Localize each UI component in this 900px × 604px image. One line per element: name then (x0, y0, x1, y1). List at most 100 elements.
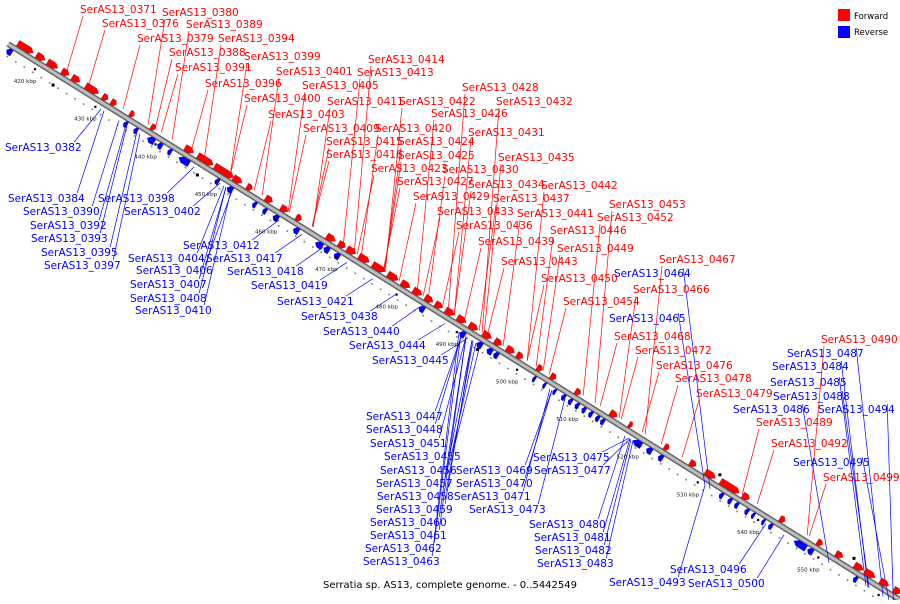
minor-tick (753, 521, 755, 523)
minor-tick (49, 82, 51, 84)
minor-tick (236, 199, 238, 201)
forward-gene-label: SerAS13_0437 (493, 193, 570, 205)
forward-gene-label: SerAS13_0479 (696, 388, 773, 400)
reverse-gene-label: SerAS13_0494 (818, 404, 895, 416)
minor-tick (490, 357, 492, 359)
reverse-gene-label: SerAS13_0445 (372, 355, 449, 367)
reverse-gene-arrow (158, 143, 164, 150)
minor-tick (74, 98, 76, 100)
kbp-tick-label: 500 kbp (496, 380, 519, 386)
forward-connector-line (600, 343, 617, 406)
forward-gene-label: SerAS13_0442 (541, 180, 618, 192)
forward-gene-label: SerAS13_0376 (102, 18, 179, 30)
reverse-gene-arrow (167, 149, 173, 156)
minor-tick (337, 262, 339, 264)
reverse-gene-label: SerAS13_0397 (44, 260, 121, 272)
reverse-gene-arrow (552, 389, 557, 395)
kbp-tick-mark (757, 519, 759, 521)
minor-tick (592, 421, 594, 423)
forward-gene-arrow (574, 388, 581, 395)
forward-gene-label: SerAS13_0414 (368, 54, 445, 66)
kbp-tick-mark (576, 406, 578, 408)
reverse-gene-label: SerAS13_0484 (772, 361, 849, 373)
reverse-gene-label: SerAS13_0461 (370, 530, 447, 542)
reverse-gene-arrow (719, 493, 725, 500)
forward-gene-label: SerAS13_0389 (186, 19, 263, 31)
forward-connector-line (527, 285, 544, 361)
forward-connector-line (191, 90, 208, 151)
minor-tick (176, 162, 178, 164)
minor-tick (524, 378, 526, 380)
minor-tick (142, 140, 144, 142)
minor-tick (405, 304, 407, 306)
minor-tick (261, 214, 263, 216)
forward-gene-label: SerAS13_0401 (276, 66, 353, 78)
minor-tick (567, 405, 569, 407)
forward-gene-label: SerAS13_0435 (498, 152, 575, 164)
reverse-gene-arrow (853, 576, 859, 583)
kbp-tick-label: 420 kbp (14, 79, 37, 85)
reverse-gene-label: SerAS13_0495 (793, 457, 870, 469)
kbp-tick-mark (94, 106, 96, 108)
minor-tick (804, 553, 806, 555)
forward-gene-label: SerAS13_0416 (326, 149, 403, 161)
minor-tick (57, 87, 59, 89)
minor-tick (287, 230, 289, 232)
reverse-gene-label: SerAS13_0475 (533, 452, 610, 464)
minor-tick (694, 484, 696, 486)
forward-gene-label: SerAS13_0450 (541, 273, 618, 285)
forward-connector-line (423, 218, 440, 296)
reverse-gene-label: SerAS13_0500 (688, 578, 765, 590)
reverse-gene-label: SerAS13_0406 (136, 265, 213, 277)
forward-gene-label: SerAS13_0431 (468, 127, 545, 139)
reverse-gene-label: SerAS13_0404 (128, 253, 205, 265)
minor-tick (329, 257, 331, 259)
forward-gene-label: SerAS13_0436 (456, 220, 533, 232)
forward-gene-label: SerAS13_0430 (442, 164, 519, 176)
reverse-gene-label: SerAS13_0440 (323, 326, 400, 338)
minor-tick (609, 431, 611, 433)
minor-tick (736, 511, 738, 513)
reverse-connector-line (842, 391, 869, 588)
forward-gene-arrow (101, 93, 108, 100)
minor-tick (422, 315, 424, 317)
minor-tick (431, 320, 433, 322)
reverse-gene-arrow (293, 228, 300, 235)
reverse-connector-line (418, 324, 445, 341)
minor-tick (354, 273, 356, 275)
forward-connector-line (464, 248, 481, 321)
feature-marker (852, 557, 855, 560)
reverse-gene-label: SerAS13_0451 (370, 438, 447, 450)
reverse-gene-label: SerAS13_0447 (366, 411, 443, 423)
reverse-gene-label: SerAS13_0462 (365, 543, 442, 555)
reverse-gene-label: SerAS13_0392 (30, 220, 107, 232)
minor-tick (507, 368, 509, 370)
forward-gene-label: SerAS13_0441 (517, 208, 594, 220)
reverse-gene-arrow (600, 419, 606, 426)
feature-marker (476, 348, 479, 351)
kbp-tick-mark (817, 556, 819, 558)
minor-tick (847, 579, 849, 581)
reverse-gene-arrow (487, 348, 494, 355)
reverse-gene-arrow (532, 376, 537, 382)
minor-tick (584, 415, 586, 417)
reverse-gene-label: SerAS13_0481 (534, 532, 611, 544)
reverse-gene-arrow (123, 121, 128, 128)
forward-connector-line (230, 105, 247, 175)
reverse-gene-label: SerAS13_0465 (609, 313, 686, 325)
reverse-gene-label: SerAS13_0393 (31, 233, 108, 245)
reverse-gene-arrow (542, 382, 547, 388)
reverse-gene-arrow (561, 394, 566, 401)
reverse-gene-label: SerAS13_0487 (787, 348, 864, 360)
reverse-gene-label: SerAS13_0395 (41, 247, 118, 259)
minor-tick (821, 564, 823, 566)
reverse-gene-label: SerAS13_0412 (183, 240, 260, 252)
forward-connector-line (383, 188, 400, 271)
reverse-gene-label: SerAS13_0470 (456, 478, 533, 490)
reverse-gene-arrow (658, 455, 664, 462)
minor-tick (855, 585, 857, 587)
reverse-gene-label: SerAS13_0460 (370, 517, 447, 529)
reverse-gene-arrow (588, 411, 593, 418)
kbp-tick-label: 480 kbp (376, 305, 399, 311)
